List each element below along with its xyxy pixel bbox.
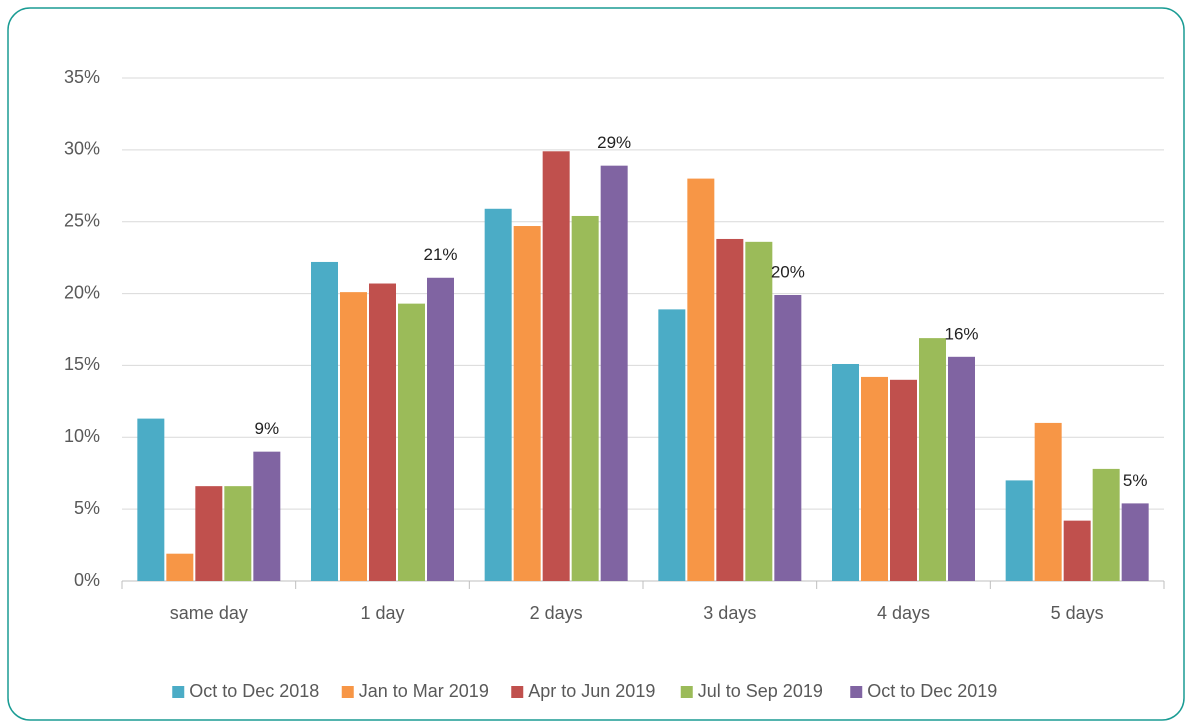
legend-swatch	[680, 686, 693, 698]
bar	[716, 238, 744, 581]
bar	[542, 151, 570, 581]
bar	[890, 379, 917, 581]
bar	[195, 486, 223, 581]
bar	[513, 226, 541, 582]
data-label: 21%	[423, 245, 457, 264]
bar	[832, 363, 859, 581]
bar	[745, 241, 773, 581]
bar	[658, 309, 686, 581]
y-tick-label: 10%	[64, 426, 100, 446]
legend-swatch	[850, 686, 863, 698]
x-tick-label: 2 days	[530, 603, 583, 623]
legend-label: Jul to Sep 2019	[698, 681, 823, 701]
y-tick-label: 0%	[74, 570, 100, 590]
x-tick-label: 5 days	[1051, 603, 1104, 623]
bar	[369, 283, 396, 581]
x-tick-label: 3 days	[703, 603, 756, 623]
data-label: 20%	[771, 262, 805, 281]
bar	[1121, 503, 1149, 581]
y-tick-label: 5%	[74, 498, 100, 518]
bar	[484, 208, 512, 581]
bar	[774, 295, 802, 581]
bar	[166, 553, 194, 581]
data-label: 29%	[597, 133, 631, 152]
legend-swatch	[511, 686, 524, 698]
y-tick-label: 15%	[64, 354, 100, 374]
y-tick-label: 35%	[64, 67, 100, 87]
bar	[340, 292, 367, 581]
legend-label: Oct to Dec 2019	[867, 681, 997, 701]
bar	[919, 338, 946, 581]
y-tick-label: 25%	[64, 210, 100, 230]
legend-label: Jan to Mar 2019	[359, 681, 489, 701]
y-tick-label: 30%	[64, 139, 100, 159]
legend-swatch	[341, 686, 354, 698]
data-label: 16%	[944, 324, 978, 343]
bar	[311, 261, 338, 581]
bar	[1063, 520, 1091, 581]
bar	[1005, 480, 1033, 581]
bar	[600, 165, 628, 581]
data-label: 9%	[255, 419, 280, 438]
x-tick-label: same day	[170, 603, 248, 623]
legend-swatch	[172, 686, 185, 698]
bar	[861, 376, 888, 581]
bar	[224, 486, 252, 581]
y-tick-label: 20%	[64, 282, 100, 302]
bar	[1092, 468, 1120, 581]
x-tick-label: 1 day	[360, 603, 404, 623]
legend-label: Oct to Dec 2018	[189, 681, 319, 701]
data-label: 5%	[1123, 471, 1148, 490]
legend-label: Apr to Jun 2019	[528, 681, 655, 701]
bar	[137, 418, 165, 581]
bar	[427, 277, 454, 581]
bar	[398, 303, 425, 581]
bar	[948, 356, 975, 581]
bar	[571, 215, 599, 582]
bar	[253, 451, 281, 581]
x-tick-label: 4 days	[877, 603, 930, 623]
bar	[687, 178, 715, 581]
bar	[1034, 422, 1062, 581]
